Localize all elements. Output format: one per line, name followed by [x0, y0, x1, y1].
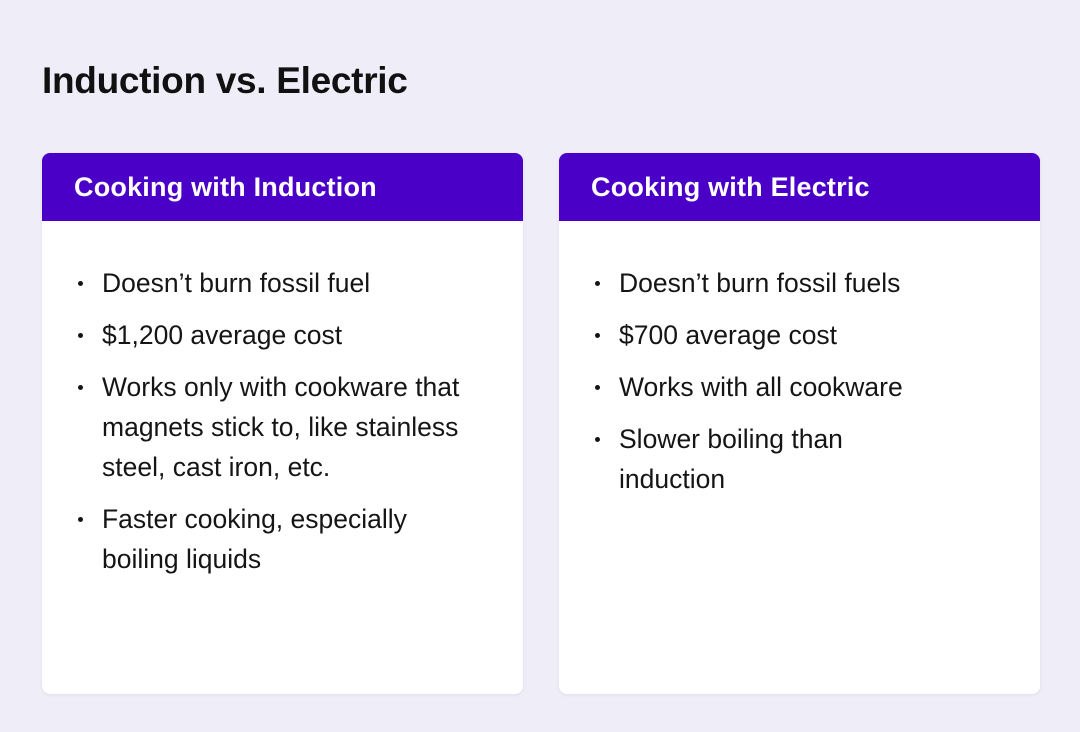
item-text: Works only with cookware that magnets st…	[102, 372, 460, 482]
item-text: Doesn’t burn fossil fuel	[102, 268, 371, 298]
bullet-icon	[595, 281, 600, 286]
item-text: Faster cooking, especially boiling liqui…	[102, 504, 407, 574]
list-item: Doesn’t burn fossil fuels	[595, 263, 1009, 303]
item-text: $1,200 average cost	[102, 320, 343, 350]
bullet-icon	[78, 333, 83, 338]
item-text: Doesn’t burn fossil fuels	[619, 268, 901, 298]
bullet-icon	[595, 385, 600, 390]
card-heading: Cooking with Induction	[42, 153, 523, 221]
induction-card: Cooking with Induction Doesn’t burn foss…	[42, 153, 523, 694]
bullet-icon	[78, 281, 83, 286]
bullet-icon	[595, 437, 600, 442]
card-heading: Cooking with Electric	[559, 153, 1040, 221]
feature-list: Doesn’t burn fossil fuels $700 average c…	[559, 221, 1040, 499]
page-title: Induction vs. Electric	[42, 60, 408, 101]
bullet-icon	[595, 333, 600, 338]
item-text: Slower boiling than induction	[619, 424, 843, 494]
list-item: Slower boiling than induction	[595, 419, 909, 499]
bullet-icon	[78, 385, 83, 390]
feature-list: Doesn’t burn fossil fuel $1,200 average …	[42, 221, 523, 579]
list-item: $1,200 average cost	[78, 315, 492, 355]
item-text: Works with all cookware	[619, 372, 903, 402]
list-item: Doesn’t burn fossil fuel	[78, 263, 492, 303]
bullet-icon	[78, 517, 83, 522]
list-item: $700 average cost	[595, 315, 1009, 355]
list-item: Works with all cookware	[595, 367, 1009, 407]
electric-card: Cooking with Electric Doesn’t burn fossi…	[559, 153, 1040, 694]
list-item: Faster cooking, especially boiling liqui…	[78, 499, 452, 579]
list-item: Works only with cookware that magnets st…	[78, 367, 492, 487]
item-text: $700 average cost	[619, 320, 838, 350]
